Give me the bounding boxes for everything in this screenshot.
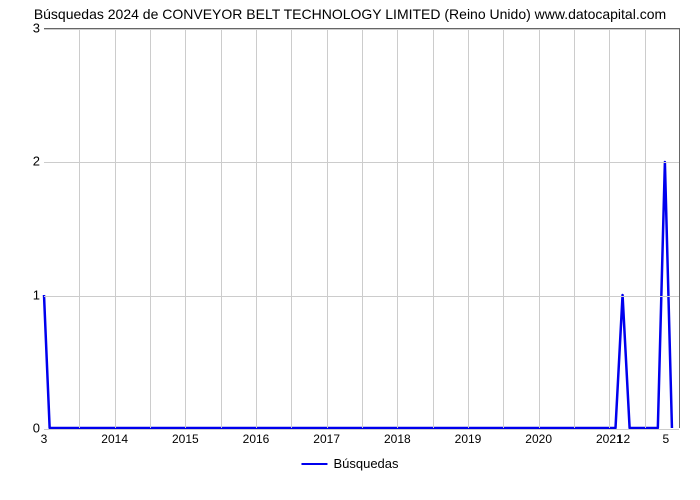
point-annotation: 12 bbox=[617, 432, 630, 446]
gridline-v bbox=[150, 29, 151, 428]
ytick-label: 1 bbox=[20, 287, 40, 302]
gridline-v bbox=[609, 29, 610, 428]
xtick-label: 2019 bbox=[455, 432, 482, 446]
xtick-label: 2014 bbox=[101, 432, 128, 446]
gridline-h bbox=[44, 429, 679, 430]
xtick-label: 2020 bbox=[525, 432, 552, 446]
ytick-label: 0 bbox=[20, 421, 40, 436]
gridline-v bbox=[221, 29, 222, 428]
gridline-v bbox=[539, 29, 540, 428]
ytick-label: 2 bbox=[20, 154, 40, 169]
gridline-v bbox=[503, 29, 504, 428]
legend-swatch bbox=[301, 463, 327, 465]
gridline-v bbox=[362, 29, 363, 428]
gridline-v bbox=[468, 29, 469, 428]
ytick-label: 3 bbox=[20, 21, 40, 36]
gridline-v bbox=[79, 29, 80, 428]
gridline-v bbox=[185, 29, 186, 428]
gridline-v bbox=[115, 29, 116, 428]
xtick-label: 2015 bbox=[172, 432, 199, 446]
xtick-label: 2016 bbox=[243, 432, 270, 446]
chart-title: Búsquedas 2024 de CONVEYOR BELT TECHNOLO… bbox=[0, 6, 700, 22]
legend: Búsquedas bbox=[301, 456, 398, 471]
gridline-v bbox=[433, 29, 434, 428]
legend-label: Búsquedas bbox=[333, 456, 398, 471]
gridline-v bbox=[574, 29, 575, 428]
gridline-v bbox=[397, 29, 398, 428]
plot-area bbox=[44, 28, 680, 428]
point-annotation: 5 bbox=[663, 432, 670, 446]
gridline-v bbox=[291, 29, 292, 428]
gridline-v bbox=[327, 29, 328, 428]
gridline-v bbox=[645, 29, 646, 428]
point-annotation: 3 bbox=[41, 432, 48, 446]
gridline-v bbox=[256, 29, 257, 428]
xtick-label: 2017 bbox=[313, 432, 340, 446]
xtick-label: 2018 bbox=[384, 432, 411, 446]
